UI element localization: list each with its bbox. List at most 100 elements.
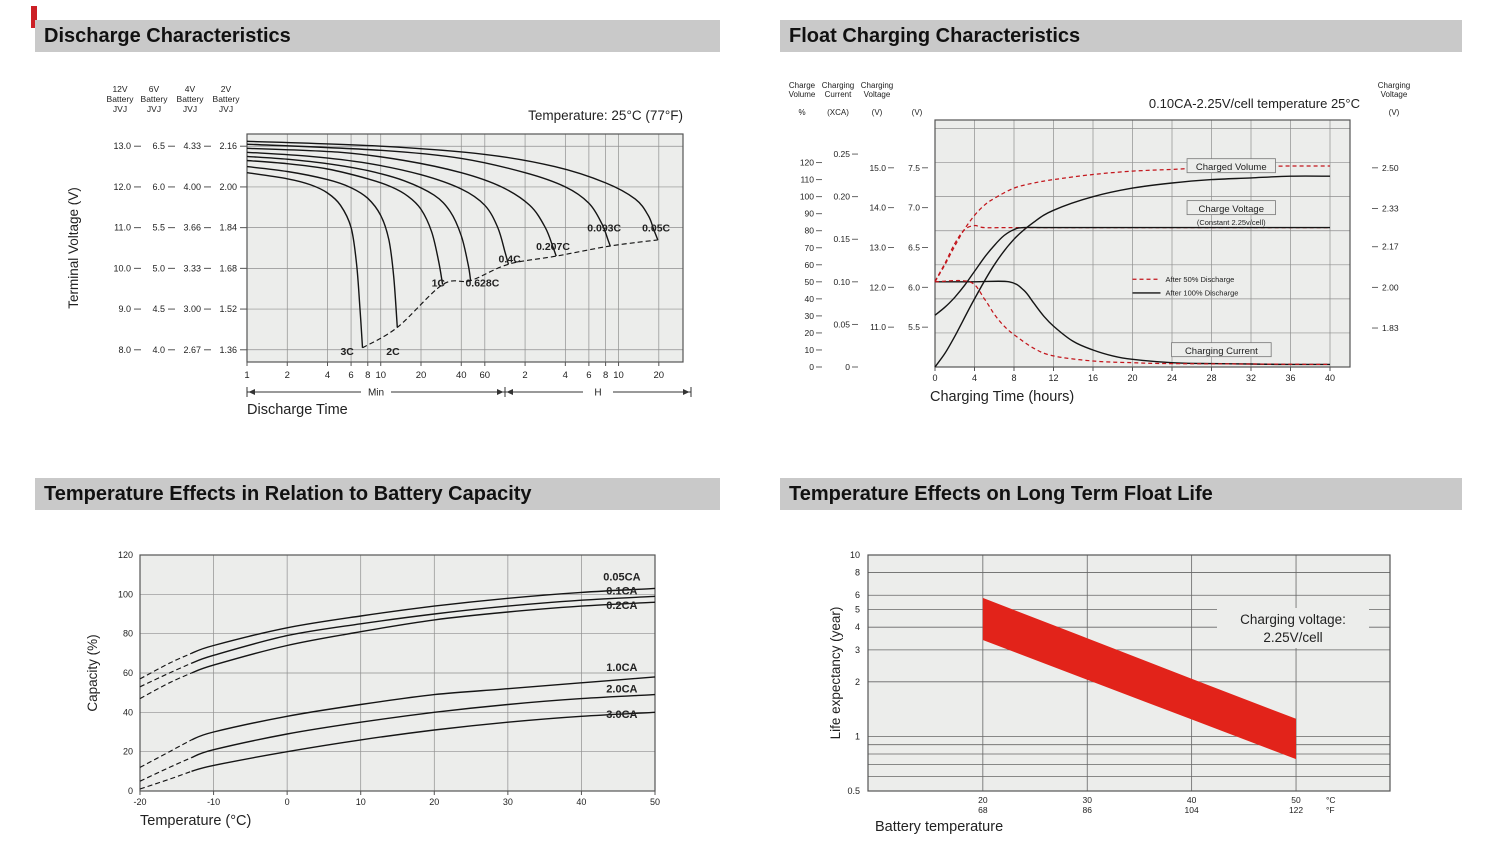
y-tick-label: 1.68: [219, 263, 237, 273]
x-axis-title: Discharge Time: [247, 402, 348, 418]
series-label: 2.0CA: [606, 684, 637, 696]
y-tick-label: 12.0: [869, 282, 886, 292]
series-label: 1.0CA: [606, 662, 637, 674]
x-tick-label-celsius: 20: [978, 795, 988, 805]
series-label: 0.4C: [499, 253, 522, 265]
y-tick-label: 1.36: [219, 345, 237, 355]
series-0.05CA: [191, 587, 656, 654]
series-1.0CA: [191, 676, 656, 741]
y-tick-label: 15.0: [869, 163, 886, 173]
series-1C: [246, 159, 444, 285]
red-edge-mark: [31, 6, 37, 28]
series-label: 2C: [386, 346, 400, 358]
y-tick-label: 0: [809, 362, 814, 372]
y-axis-header: 6V: [149, 84, 160, 94]
y-tick-label: 0: [128, 786, 133, 796]
series-2C: [246, 165, 398, 328]
annotation-bg: [1217, 608, 1369, 648]
plot-label-box: [1171, 342, 1272, 358]
x-tick-label: 40: [1325, 373, 1335, 383]
y-axis-header: Current: [825, 90, 852, 99]
series-charging-current-after-100: [934, 280, 1331, 366]
plot-label: Charged Volume: [1196, 162, 1267, 173]
series-0.628C: [246, 155, 472, 281]
float-life-band: [982, 597, 1296, 760]
chart-annotation: 0.10CA-2.25V/cell temperature 25°C: [1149, 96, 1360, 111]
y-tick-label: 6.0: [152, 182, 165, 192]
x-tick-label-fahrenheit: 68: [978, 805, 988, 815]
float-charging-chart: 12011010090807060504030201000.250.200.15…: [789, 81, 1411, 405]
series-0.2CA-dashed: [139, 672, 192, 700]
right-tick-label: 2.17: [1382, 242, 1399, 252]
series-0.1CA-dashed: [139, 662, 192, 688]
unit-label-bg: [361, 385, 391, 399]
y-axis-header: 4V: [185, 84, 196, 94]
series-0.05C: [246, 140, 659, 241]
x-tick-label-fahrenheit: 104: [1185, 805, 1199, 815]
y-tick-label: 100: [800, 192, 814, 202]
chart-annotation: 2.25V/cell: [1263, 630, 1322, 645]
right-axis-unit: (V): [1389, 108, 1400, 117]
x-tick-label: 24: [1167, 373, 1177, 383]
y-tick-label: 0.10: [833, 277, 850, 287]
y-axis-header: JVJ: [183, 104, 197, 114]
panel-discharge: Discharge Characteristics 12V Battery JVJ 1…: [35, 20, 720, 454]
x-tick-label: 10: [613, 370, 624, 381]
panel-float-charging: Float Charging Characteristics 120 110 100…: [780, 20, 1462, 454]
y-tick-label: 6.5: [908, 242, 920, 252]
y-tick-label: 11.0: [114, 223, 131, 233]
series-label: 0.628C: [465, 278, 499, 290]
y-axis-unit: (V): [912, 108, 923, 117]
y-axis-header: Battery: [213, 94, 241, 104]
y-tick-label: 1.84: [219, 223, 237, 233]
y-tick-label: 120: [800, 158, 814, 168]
right-tick-label: 2.00: [1382, 282, 1399, 292]
y-tick-label: 2: [855, 677, 860, 687]
series-label: 1C: [432, 278, 446, 290]
y-tick-label: 10: [850, 550, 860, 560]
x-axis-title: Temperature (°C): [140, 813, 251, 829]
arrowhead: [683, 389, 690, 395]
x-tick-label: 60: [480, 370, 491, 381]
y-tick-label: 120: [118, 550, 133, 560]
y-tick-label: 6.0: [908, 282, 920, 292]
y-tick-label: 10.0: [113, 263, 131, 273]
x-tick-label: 6: [586, 370, 591, 381]
x-tick-label: 8: [603, 370, 608, 381]
right-tick-label: 2.33: [1382, 203, 1399, 213]
plot-area: [935, 120, 1350, 367]
x-tick-label: 10: [375, 370, 386, 381]
y-tick-label: 8.0: [118, 345, 131, 355]
x-tick-label: 12: [1048, 373, 1058, 383]
x-tick-label: 8: [365, 370, 370, 381]
y-tick-label: 13.0: [869, 242, 886, 252]
x-tick-label: 4: [325, 370, 330, 381]
float-life-chart: 1086543210.5206830864010450122°C°FChargi…: [828, 550, 1391, 835]
x-tick-label: 16: [1088, 373, 1098, 383]
panel-title-temp-capacity: Temperature Effects in Relation to Batte…: [35, 478, 720, 510]
x-tick-label: 40: [456, 370, 467, 381]
y-tick-label: 90: [805, 209, 815, 219]
x-tick-label-celsius: 30: [1083, 795, 1093, 805]
series-label: 3.0CA: [606, 709, 637, 721]
plot-border: [246, 133, 684, 363]
x-tick-label: 50: [650, 797, 660, 807]
panel-temp-capacity: Temperature Effects in Relation to Batte…: [35, 478, 720, 842]
x-tick-label: 4: [972, 373, 977, 383]
y-tick-label: 4.0: [152, 345, 165, 355]
y-axis-header: Battery: [141, 94, 169, 104]
y-tick-label: 2.00: [219, 182, 237, 192]
series-charge-voltage-after-100: [934, 226, 1330, 316]
y-tick-label: 4.5: [152, 304, 165, 314]
y-tick-label: 2.16: [219, 141, 237, 151]
y-tick-label: 9.0: [118, 304, 131, 314]
x-tick-label: 0: [932, 373, 937, 383]
x-tick-label-fahrenheit: 86: [1083, 805, 1093, 815]
x-tick-label: 36: [1285, 373, 1295, 383]
arrowhead: [506, 389, 513, 395]
y-tick-label: 60: [805, 260, 815, 270]
x-tick-label: 20: [429, 797, 439, 807]
x-tick-label: 40: [576, 797, 586, 807]
unit-label: Min: [368, 388, 384, 399]
